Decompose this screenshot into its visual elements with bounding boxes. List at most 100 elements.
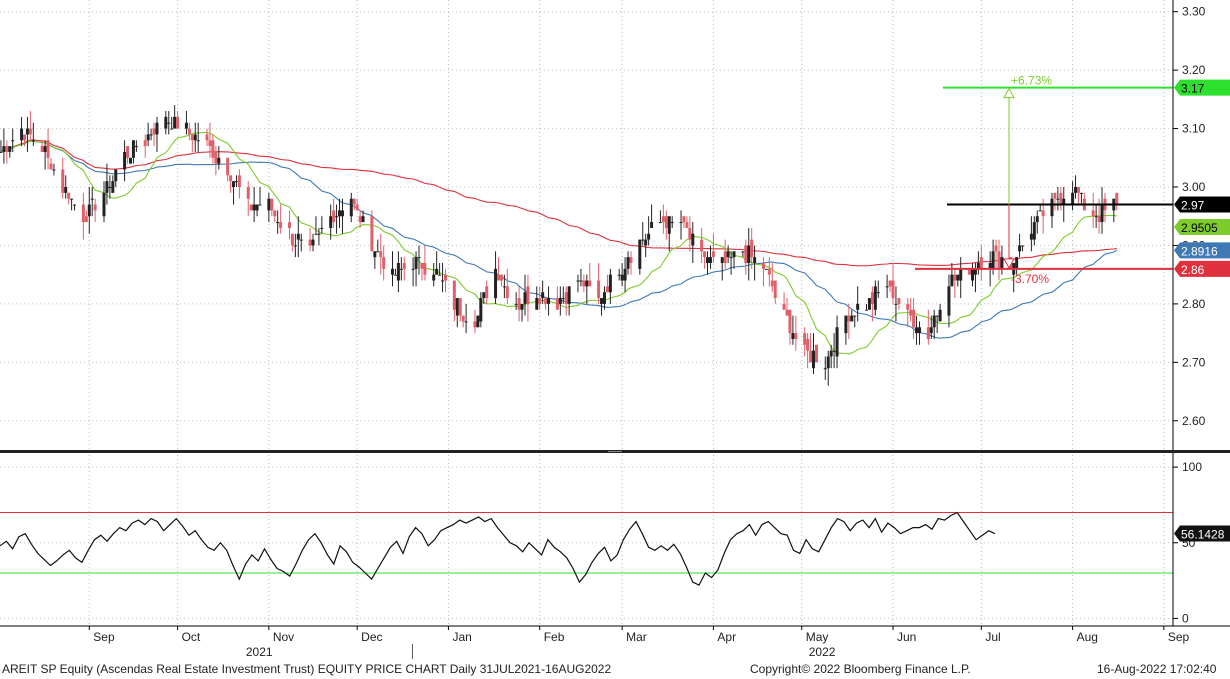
candle-body (1000, 257, 1004, 269)
candle-body (349, 198, 353, 217)
candle-body (340, 210, 344, 217)
range-down-arrowhead (1003, 258, 1015, 269)
candle-body (700, 239, 704, 252)
candle-body (376, 251, 380, 253)
candle-body (1038, 210, 1042, 212)
candle-body (105, 181, 109, 193)
range-up-arrowhead (1003, 87, 1015, 99)
candle-body (0, 151, 3, 153)
y-tick-label: 2.60 (1182, 414, 1206, 428)
candle-body (355, 204, 359, 211)
candle-body (123, 151, 127, 170)
candle-body (523, 292, 527, 304)
y-tick-label: 3.00 (1182, 180, 1206, 194)
candle-body (526, 286, 530, 304)
y-tick-label: 3.10 (1182, 122, 1206, 136)
x-tick-label: Dec (361, 630, 382, 644)
candle-body (641, 239, 645, 241)
reference-lines (915, 86, 1173, 270)
oscillator-grid (0, 455, 1173, 626)
candle-body (791, 333, 795, 339)
candle-body (950, 274, 954, 287)
candle-body (670, 222, 674, 224)
candle-body (287, 222, 291, 228)
candle-body (638, 239, 642, 269)
oscillator-line (0, 511, 996, 586)
candle-body (865, 309, 869, 311)
candle-body (582, 280, 586, 287)
candle-body (541, 292, 545, 299)
x-tick-label: Mar (626, 630, 647, 644)
candle-body (538, 298, 542, 304)
candle-body (1021, 245, 1025, 247)
candle-body (970, 268, 974, 281)
candle-body (564, 292, 568, 304)
candle-body (947, 286, 951, 316)
candle-body (708, 257, 712, 263)
candle-body (273, 210, 277, 217)
candle-body (361, 216, 365, 223)
candle-body (482, 292, 486, 299)
candle-body (953, 274, 957, 281)
candle-body (938, 309, 942, 322)
candle-body (1059, 192, 1063, 205)
price-grid (0, 0, 1173, 450)
axis-labels: 3.303.203.103.002.902.802.702.601005003.… (88, 5, 1230, 659)
candle-body (1032, 222, 1036, 240)
candle-body (876, 292, 880, 294)
x-tick-label: Jan (452, 630, 471, 644)
x-tick-label: Apr (717, 630, 736, 644)
candle-body (423, 262, 427, 275)
candle-body (691, 233, 695, 246)
candle-body (70, 198, 74, 200)
candle-body (193, 134, 197, 141)
candle-body (555, 298, 559, 310)
candle-body (435, 268, 439, 275)
candle-body (496, 274, 500, 281)
candle-body (835, 327, 839, 357)
candle-body (73, 204, 77, 206)
candle-body (102, 192, 106, 217)
candle-body (217, 157, 221, 164)
candle-body (402, 262, 406, 269)
candle-body (891, 280, 895, 299)
candle-body (90, 198, 94, 200)
candle-body (744, 245, 748, 263)
year-label: 2021 (246, 645, 273, 659)
candle-body (647, 233, 651, 240)
candle-body (729, 257, 733, 259)
candle-body (761, 262, 765, 269)
candle-body (20, 128, 24, 141)
price-badge-label: 2.9505 (1181, 221, 1218, 235)
candle-body (173, 116, 177, 129)
candle-body (894, 303, 898, 305)
candle-body (28, 128, 32, 135)
range-up-label: +6.73% (1011, 74, 1052, 88)
candle-body (311, 239, 315, 246)
candle-body (788, 309, 792, 334)
candle-body (296, 233, 300, 240)
oscillator-badge: 56.1428 (1174, 525, 1230, 542)
candle-body (567, 286, 571, 304)
footer: AREIT SP Equity (Ascendas Real Estate In… (0, 659, 1230, 679)
candle-body (396, 262, 400, 281)
candle-body (579, 280, 583, 282)
candle-body (338, 210, 342, 217)
candle-body (823, 368, 827, 370)
candle-body (720, 257, 724, 263)
candle-body (258, 204, 262, 206)
price-badge-label: 3.17 (1181, 82, 1205, 96)
candle-body (1035, 216, 1039, 223)
x-tick-label: Feb (544, 630, 565, 644)
candle-body (600, 298, 604, 304)
price-badge-bg (1174, 242, 1230, 259)
candle-body (997, 251, 1001, 269)
candle-body (131, 140, 135, 158)
candle-body (773, 280, 777, 299)
candle-body (988, 262, 992, 269)
candle-body (1029, 233, 1033, 240)
candle-body (661, 216, 665, 223)
candle-body (794, 333, 798, 339)
candle-body (8, 146, 12, 152)
candle-body (711, 251, 715, 258)
